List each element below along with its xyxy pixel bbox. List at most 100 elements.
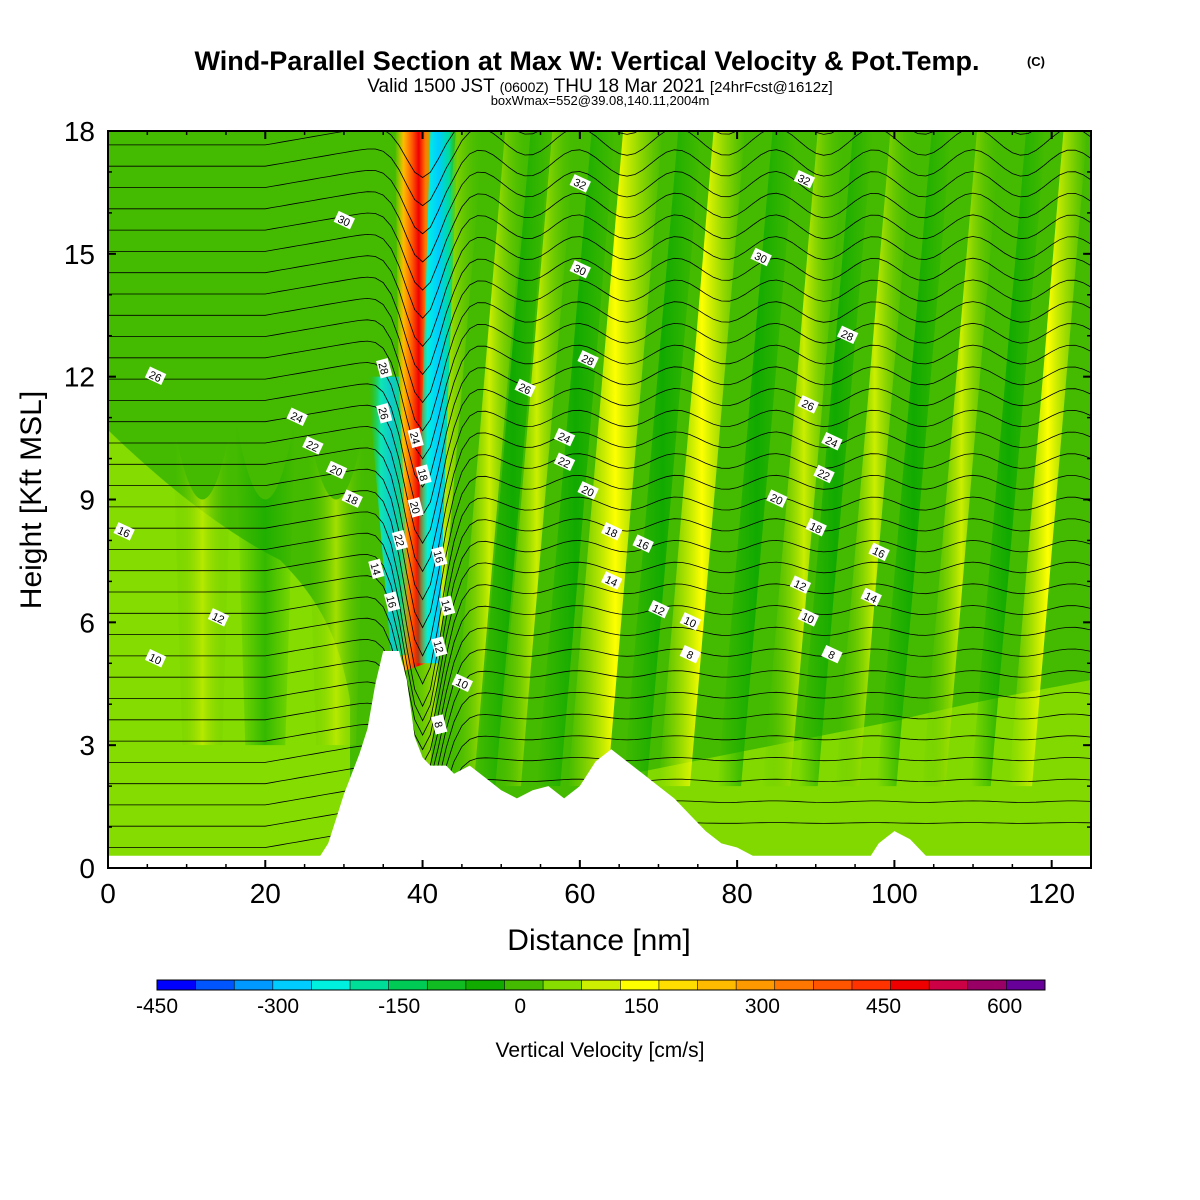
wave-band xyxy=(172,417,233,746)
contour-label-text: 20 xyxy=(768,492,784,508)
x-tick-label: 40 xyxy=(407,878,438,909)
contour-label: 14 xyxy=(860,587,882,607)
colorbar-swatch xyxy=(234,980,274,990)
contour-label-text: 20 xyxy=(579,484,595,500)
contour-label-box xyxy=(860,587,882,607)
theta-contour xyxy=(108,366,1091,516)
theta-contour xyxy=(108,474,1091,657)
theta-contour xyxy=(108,149,1091,235)
contour-label-box xyxy=(632,534,654,553)
contour-label: 30 xyxy=(333,210,356,230)
contour-label: 28 xyxy=(375,357,393,379)
colorbar-swatch xyxy=(890,980,930,990)
contour-label-box xyxy=(144,649,167,668)
colorbar-tick-label: -300 xyxy=(257,995,299,1018)
contour-label: 20 xyxy=(577,481,599,500)
theta-contour xyxy=(108,388,1091,545)
valid-time-prefix: Valid 1500 JST xyxy=(367,76,495,97)
contour-label-box xyxy=(821,644,843,664)
contour-label-text: 20 xyxy=(407,500,422,515)
contour-label: 26 xyxy=(797,395,820,414)
contour-label-text: 28 xyxy=(375,361,390,376)
contour-label-text: 24 xyxy=(556,431,572,447)
theta-contour xyxy=(108,409,1091,573)
contour-label-text: 10 xyxy=(800,611,816,627)
theta-contour xyxy=(108,670,1091,809)
contour-label-box xyxy=(341,489,363,508)
contour-label-text: 16 xyxy=(870,545,886,561)
contour-label-box xyxy=(407,497,424,518)
contour-label-text: 16 xyxy=(634,537,650,553)
theta-contour xyxy=(108,236,1091,347)
contour-label-box xyxy=(514,378,536,398)
contour-label: 30 xyxy=(569,260,591,279)
y-axis-label: Height [Kft MSL] xyxy=(15,391,48,609)
wave-band xyxy=(475,131,551,787)
contour-label-box xyxy=(553,427,576,447)
contour-label: 22 xyxy=(813,464,835,483)
contour-label-box xyxy=(302,436,324,455)
contour-label-text: 12 xyxy=(430,640,445,655)
chart-subtitle: Valid 1500 JST (0600Z) THU 18 Mar 2021 [… xyxy=(367,76,832,97)
theta-contour xyxy=(108,648,1091,794)
wave-band xyxy=(568,131,663,787)
contour-label-text: 28 xyxy=(839,328,855,344)
contour-label-text: 10 xyxy=(454,676,470,692)
contour-label-text: 12 xyxy=(650,602,666,618)
contour-label: 32 xyxy=(569,174,591,193)
contour-label-text: 30 xyxy=(336,214,352,230)
contour-label-text: 30 xyxy=(572,263,588,279)
contour-label: 16 xyxy=(868,542,890,561)
colorbar-tick-label: 450 xyxy=(866,995,901,1018)
x-tick-label: 0 xyxy=(100,878,116,909)
contour-label: 28 xyxy=(577,350,599,369)
contour-label-box xyxy=(789,575,812,594)
colorbar-swatch xyxy=(736,980,776,990)
theta-contour xyxy=(108,496,1091,685)
colorbar-swatch xyxy=(851,980,892,990)
contour-label-box xyxy=(415,464,432,485)
contour-label-text: 24 xyxy=(823,435,839,451)
contour-label: 26 xyxy=(375,403,393,424)
colorbar-tick-label: 300 xyxy=(745,995,780,1018)
wave-band xyxy=(235,417,296,746)
contour-label-box xyxy=(286,407,308,426)
theta-contour xyxy=(108,626,1091,780)
y-tick-label: 9 xyxy=(79,485,95,516)
contour-label: 10 xyxy=(679,612,702,631)
colorbar-title: Vertical Velocity [cm/s] xyxy=(496,1039,705,1062)
contour-label: 14 xyxy=(368,558,385,580)
contour-label-box xyxy=(553,452,576,471)
contour-label-text: 10 xyxy=(147,652,163,668)
contour-label: 12 xyxy=(789,575,812,594)
contour-label-text: 14 xyxy=(863,590,879,606)
y-tick-label: 3 xyxy=(79,730,95,761)
contour-label-text: 26 xyxy=(516,381,532,397)
x-axis: 0 20 40 60 80 100 120 xyxy=(100,131,1092,909)
contour-label-text: 26 xyxy=(375,406,390,421)
contour-label-box xyxy=(805,518,827,537)
contour-label-box xyxy=(333,210,356,230)
contour-label-box xyxy=(325,460,348,480)
contour-label-box xyxy=(113,522,135,541)
theta-contour xyxy=(108,301,1091,432)
contour-label-box xyxy=(431,636,448,657)
contour-label: 24 xyxy=(407,427,424,449)
chart-title: Wind-Parallel Section at Max W: Vertical… xyxy=(195,46,980,76)
contour-label-text: 24 xyxy=(407,431,422,446)
contour-label: 12 xyxy=(648,599,670,619)
contour-label-box xyxy=(601,571,623,590)
colorbar-swatch xyxy=(697,980,737,990)
colorbar-swatch xyxy=(813,980,853,990)
theta-contour xyxy=(108,539,1091,722)
contour-label-box xyxy=(766,489,788,508)
theta-contour xyxy=(108,691,1091,823)
colorbar-swatch xyxy=(774,980,814,990)
contour-label: 24 xyxy=(286,407,308,426)
wave-band xyxy=(1008,131,1088,787)
contour-label-text: 26 xyxy=(147,369,163,385)
contour-label-box xyxy=(431,714,448,735)
contour-label-box xyxy=(368,558,385,580)
contour-label-text: 32 xyxy=(572,177,588,193)
